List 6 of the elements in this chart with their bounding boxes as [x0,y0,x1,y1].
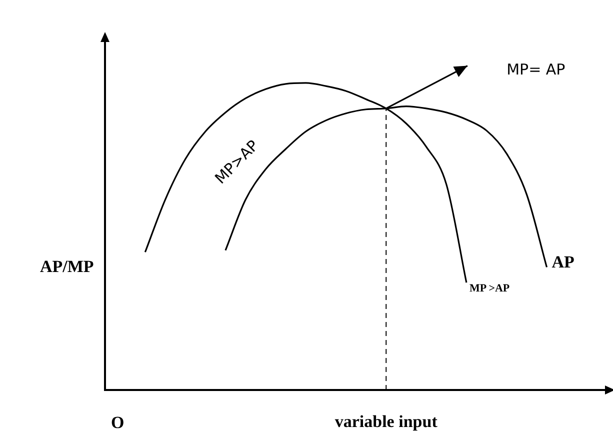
text: MP= AP [506,60,566,79]
text: O [111,413,124,432]
annotation: MP >AP [469,282,510,295]
series-label: AP [552,252,574,272]
x-axis-title: variable input [334,412,438,432]
y-axis-title: AP/MP [40,257,94,277]
